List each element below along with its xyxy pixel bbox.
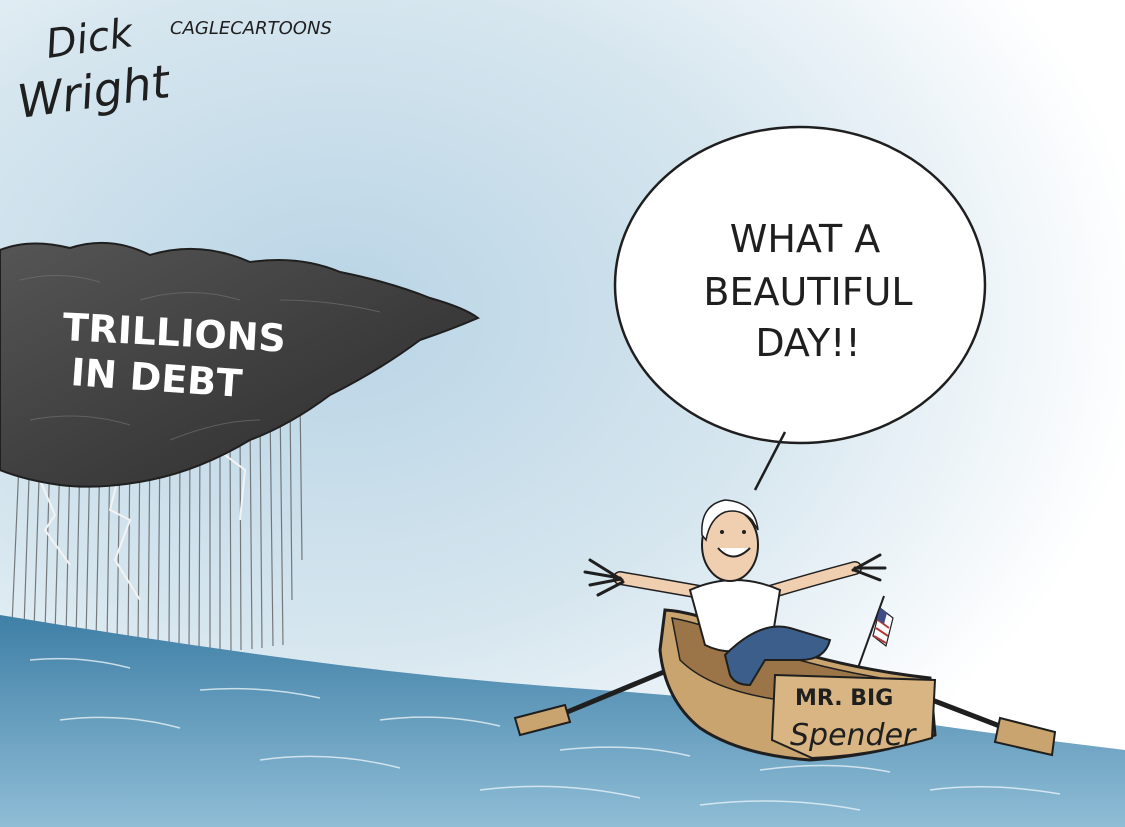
rain xyxy=(11,394,303,653)
cloud-texture xyxy=(19,275,381,441)
speech-bubble xyxy=(613,125,987,445)
storm-cloud xyxy=(0,241,480,488)
man-in-boat xyxy=(583,499,887,687)
boat-stern-panel xyxy=(770,673,937,760)
boat-label-line2: Spender xyxy=(790,718,917,753)
speech-bubble-line2: BEAUTIFUL xyxy=(703,270,912,314)
american-flag xyxy=(857,595,894,669)
speech-bubble-tail xyxy=(753,431,787,491)
boat-label-line1: MR. BIG xyxy=(795,686,893,711)
speech-bubble-line1: WHAT A xyxy=(730,217,880,261)
syndicate-credit: CAGLECARTOONS xyxy=(170,18,332,39)
water-ripples xyxy=(29,657,1061,811)
speech-bubble-line3: DAY!! xyxy=(755,321,860,365)
